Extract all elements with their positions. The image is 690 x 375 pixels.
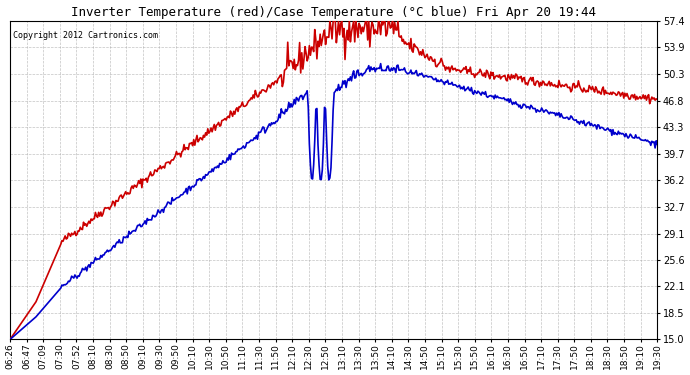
Text: Copyright 2012 Cartronics.com: Copyright 2012 Cartronics.com [13,31,158,40]
Title: Inverter Temperature (red)/Case Temperature (°C blue) Fri Apr 20 19:44: Inverter Temperature (red)/Case Temperat… [71,6,596,18]
